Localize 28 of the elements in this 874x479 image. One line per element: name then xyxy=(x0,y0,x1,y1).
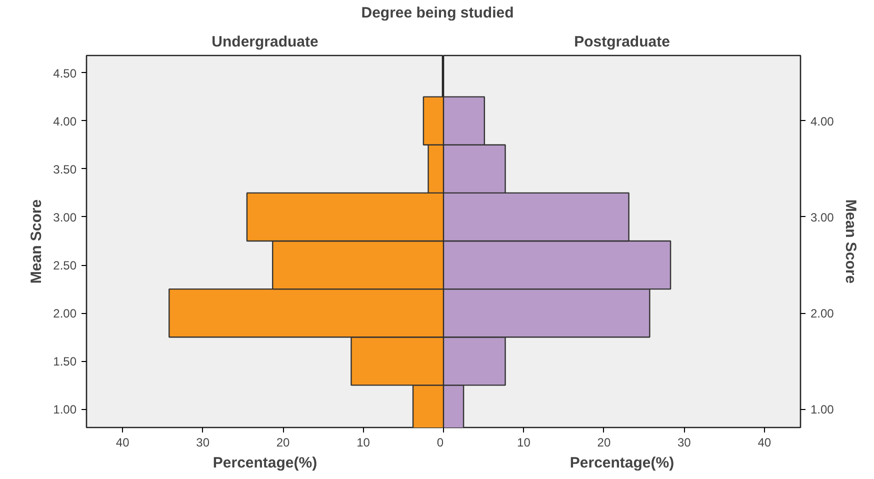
x-axis-title: Percentage(%) xyxy=(570,454,674,472)
y-tick-label: 2.00 xyxy=(53,306,77,321)
y-tick-label: 1.50 xyxy=(53,354,77,369)
y-tick-label: 2.00 xyxy=(810,306,834,321)
x-axis-title: Percentage(%) xyxy=(212,454,318,472)
y-tick-label: 3.00 xyxy=(53,210,77,224)
y-axis-title: Mean Score xyxy=(842,199,859,284)
y-tick-label: 4.50 xyxy=(53,66,77,80)
text: Degree being studied xyxy=(361,4,514,22)
x-tick-label: 40 xyxy=(116,436,130,450)
x-tick-label: 10 xyxy=(356,436,370,450)
y-tick-label: 1.00 xyxy=(810,402,834,417)
y-tick-label: 2.50 xyxy=(53,258,77,273)
x-tick-label: 30 xyxy=(678,436,692,450)
x-tick-label: 0 xyxy=(436,436,444,450)
y-axis-title: Mean Score xyxy=(28,199,46,284)
x-tick-label: 20 xyxy=(276,436,290,450)
x-tick-label: 30 xyxy=(196,436,210,450)
y-tick-label: 1.00 xyxy=(53,402,77,417)
y-tick-label: 3.50 xyxy=(53,162,77,176)
x-tick-label: 10 xyxy=(517,436,531,450)
x-tick-label: 20 xyxy=(597,436,611,450)
y-tick-label: 4.00 xyxy=(810,114,834,128)
y-tick-label: 3.00 xyxy=(810,210,834,224)
chart-title: Undergraduate xyxy=(212,34,318,50)
y-tick-label: 4.00 xyxy=(53,114,77,128)
x-tick-label: 40 xyxy=(758,436,772,450)
chart-title: Postgraduate xyxy=(574,34,670,50)
